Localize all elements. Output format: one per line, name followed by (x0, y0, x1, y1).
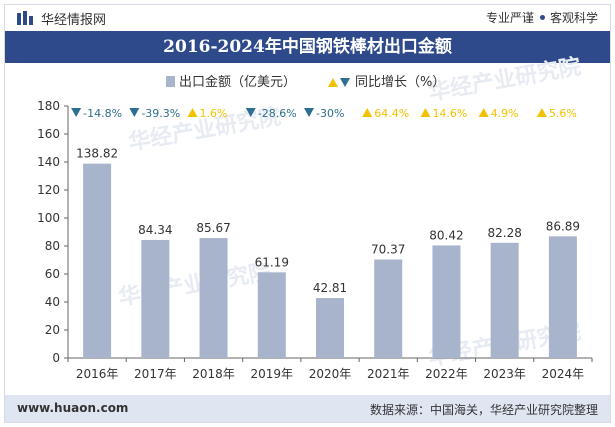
bullet-dot-icon (539, 15, 545, 20)
data-source: 数据来源：中国海关，华经产业研究院整理 (369, 403, 598, 417)
logo-icon (17, 11, 33, 25)
chart-title: 2016-2024年中国钢铁棒材出口金额 (5, 31, 610, 63)
footer: www.huaon.com 数据来源：中国海关，华经产业研究院整理 (5, 395, 610, 422)
brand-name[interactable]: 华经情报网 (41, 13, 107, 28)
website-link[interactable]: www.huaon.com (17, 401, 129, 415)
slogan-right: 客观科学 (549, 11, 598, 25)
header: 华经情报网 专业严谨 客观科学 (5, 5, 610, 29)
slogan-left: 专业严谨 (485, 11, 534, 25)
slogan: 专业严谨 客观科学 (486, 9, 598, 26)
chart-frame (4, 4, 611, 423)
